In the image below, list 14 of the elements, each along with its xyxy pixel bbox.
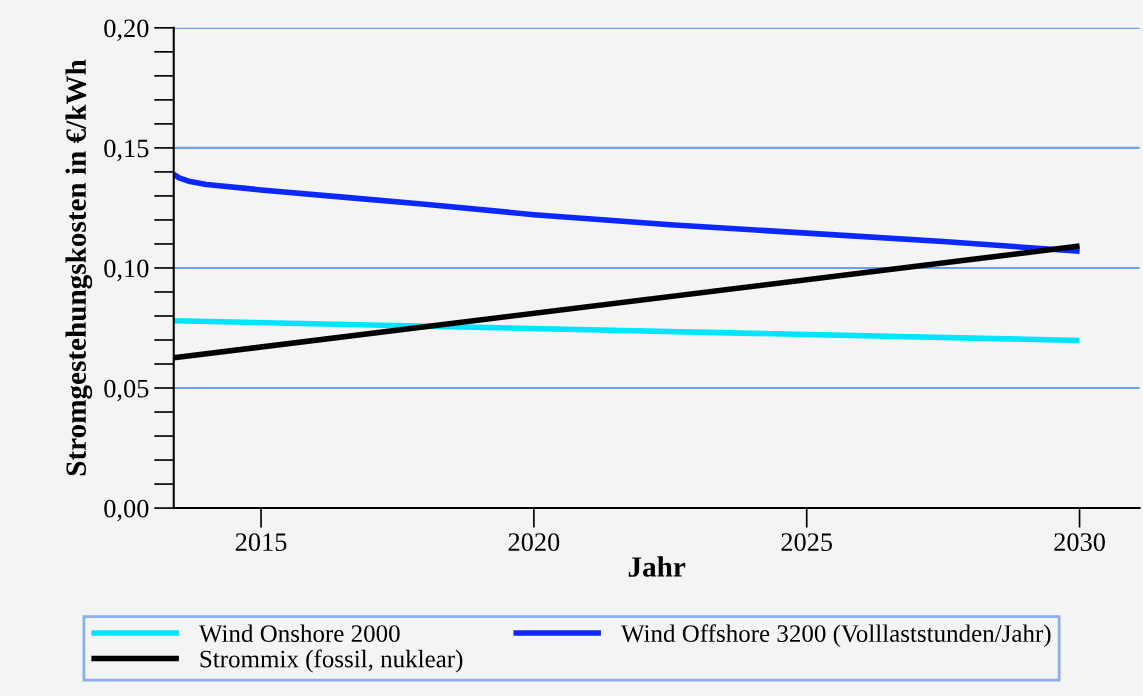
y-tick-label: 0,10 (104, 259, 149, 282)
x-tick-label: 2020 (508, 533, 560, 551)
x-tick-label: 2025 (781, 533, 833, 551)
legend-label: Wind Onshore 2000 (198, 624, 400, 643)
y-tick-label: 0,05 (104, 379, 149, 402)
y-axis-title: Stromgestehungskosten in €/kWh (65, 59, 93, 476)
x-axis-title: Jahr (628, 556, 686, 577)
y-tick-label: 0,20 (104, 19, 149, 42)
y-tick-label: 0,00 (104, 499, 149, 522)
x-tick-label: 2030 (1054, 533, 1105, 551)
y-tick-label: 0,15 (104, 139, 149, 162)
legend-label: Strommix (fossil, nuklear) (200, 649, 463, 673)
x-tick-label: 2015 (235, 533, 287, 551)
legend-label: Wind Offshore 3200 (Volllaststunden/Jahr) (620, 624, 1051, 648)
